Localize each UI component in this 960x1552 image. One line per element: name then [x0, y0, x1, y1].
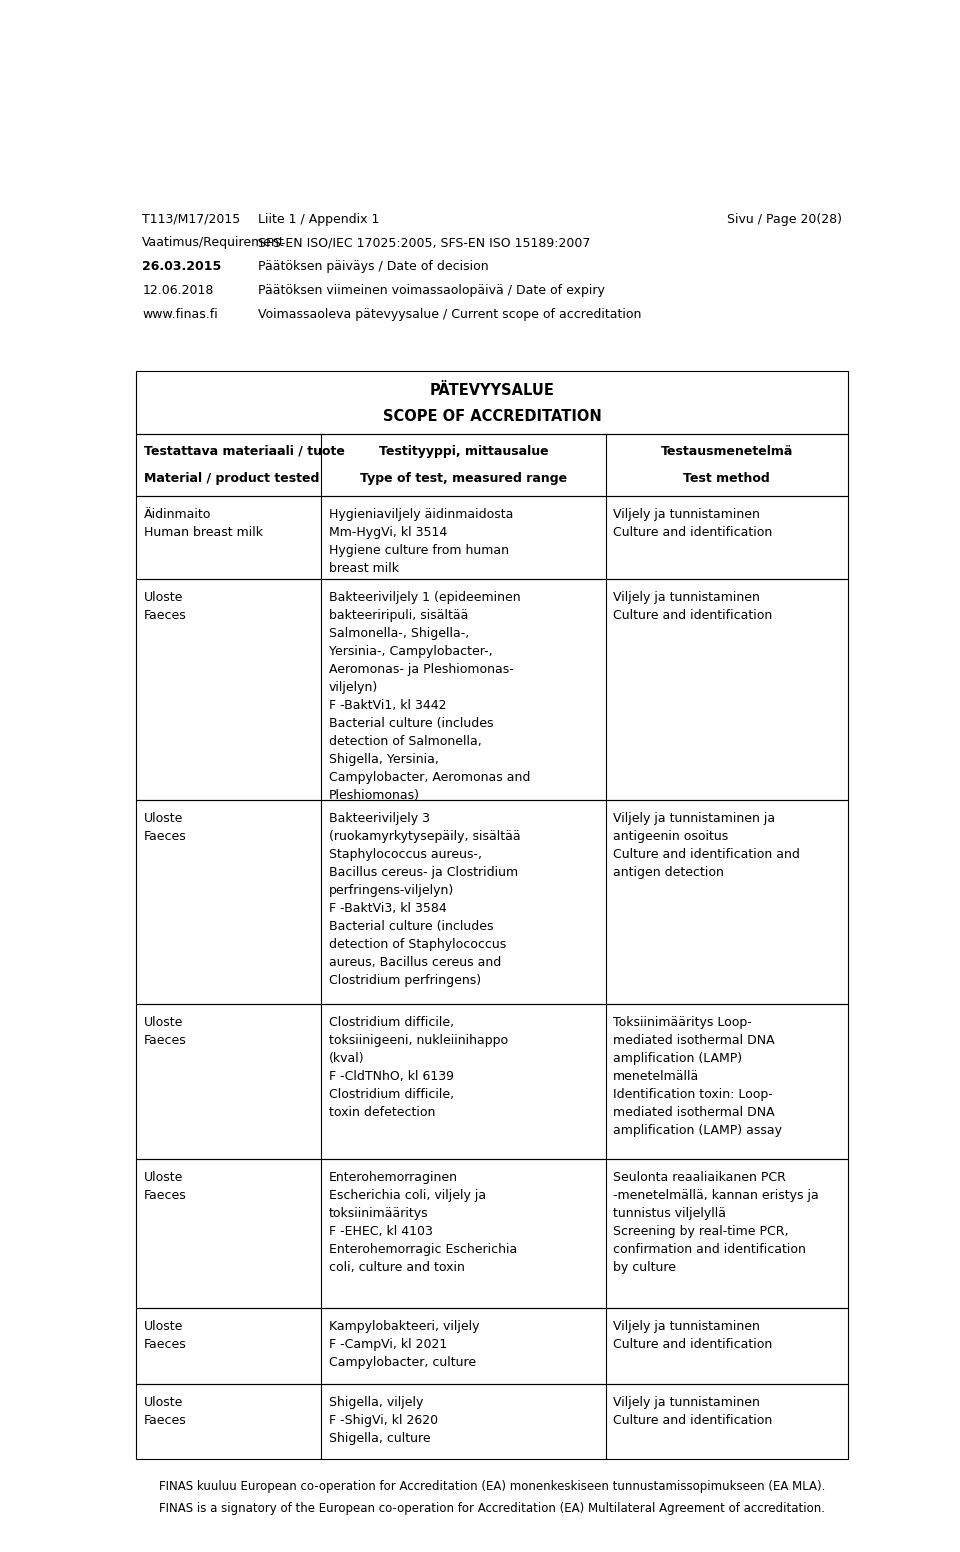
Bar — [136, 1159, 848, 1308]
Text: Voimassaoleva pätevyysalue / Current scope of accreditation: Voimassaoleva pätevyysalue / Current sco… — [257, 309, 641, 321]
Text: Toksiinimääritys Loop-
mediated isothermal DNA
amplification (LAMP)
menetelmällä: Toksiinimääritys Loop- mediated isotherm… — [613, 1015, 782, 1136]
Bar — [136, 1308, 848, 1384]
Text: Uloste
Faeces: Uloste Faeces — [144, 591, 186, 622]
Text: SFS-EN ISO/IEC 17025:2005, SFS-EN ISO 15189:2007: SFS-EN ISO/IEC 17025:2005, SFS-EN ISO 15… — [257, 236, 590, 250]
Text: Material / product tested: Material / product tested — [144, 472, 319, 484]
Text: Uloste
Faeces: Uloste Faeces — [144, 1395, 186, 1426]
Text: Uloste
Faeces: Uloste Faeces — [144, 812, 186, 843]
Text: Bakteeriviljely 1 (epideeminen
bakteeriripuli, sisältää
Salmonella-, Shigella-,
: Bakteeriviljely 1 (epideeminen bakteerir… — [328, 591, 530, 802]
Text: Sivu / Page 20(28): Sivu / Page 20(28) — [727, 213, 842, 225]
Text: Viljely ja tunnistaminen
Culture and identification: Viljely ja tunnistaminen Culture and ide… — [613, 1395, 773, 1426]
Text: Viljely ja tunnistaminen
Culture and identification: Viljely ja tunnistaminen Culture and ide… — [613, 508, 773, 539]
Text: SCOPE OF ACCREDITATION: SCOPE OF ACCREDITATION — [383, 408, 601, 424]
Text: Seulonta reaaliaikanen PCR
-menetelmällä, kannan eristys ja
tunnistus viljelyllä: Seulonta reaaliaikanen PCR -menetelmällä… — [613, 1170, 819, 1274]
Text: Viljely ja tunnistaminen
Culture and identification: Viljely ja tunnistaminen Culture and ide… — [613, 591, 773, 622]
Text: Päätöksen päiväys / Date of decision: Päätöksen päiväys / Date of decision — [257, 261, 489, 273]
Text: Testityyppi, mittausalue: Testityyppi, mittausalue — [379, 444, 548, 458]
Text: Shigella, viljely
F -ShigVi, kl 2620
Shigella, culture: Shigella, viljely F -ShigVi, kl 2620 Shi… — [328, 1395, 438, 1445]
Bar — [136, 801, 848, 1004]
Text: Viljely ja tunnistaminen
Culture and identification: Viljely ja tunnistaminen Culture and ide… — [613, 1321, 773, 1352]
Text: Bakteeriviljely 3
(ruokamyrkytysepäily, sisältää
Staphylococcus aureus-,
Bacillu: Bakteeriviljely 3 (ruokamyrkytysepäily, … — [328, 812, 520, 987]
Text: Clostridium difficile,
toksiinigeeni, nukleiinihappo
(kval)
F -CldTNhO, kl 6139
: Clostridium difficile, toksiinigeeni, nu… — [328, 1015, 508, 1119]
Bar — [136, 1384, 848, 1459]
Text: Kampylobakteeri, viljely
F -CampVi, kl 2021
Campylobacter, culture: Kampylobakteeri, viljely F -CampVi, kl 2… — [328, 1321, 479, 1369]
Text: Vaatimus/Requirement: Vaatimus/Requirement — [142, 236, 285, 250]
Text: Test method: Test method — [684, 472, 770, 484]
Text: Viljely ja tunnistaminen ja
antigeenin osoitus
Culture and identification and
an: Viljely ja tunnistaminen ja antigeenin o… — [613, 812, 800, 880]
Text: Enterohemorraginen
Escherichia coli, viljely ja
toksiinimääritys
F -EHEC, kl 410: Enterohemorraginen Escherichia coli, vil… — [328, 1170, 517, 1274]
Text: 26.03.2015: 26.03.2015 — [142, 261, 222, 273]
Text: Liite 1 / Appendix 1: Liite 1 / Appendix 1 — [257, 213, 379, 225]
Text: www.finas.fi: www.finas.fi — [142, 309, 218, 321]
Text: Testausmenetelmä: Testausmenetelmä — [660, 444, 793, 458]
Text: FINAS kuuluu European co-operation for Accreditation (EA) monenkeskiseen tunnust: FINAS kuuluu European co-operation for A… — [158, 1481, 826, 1493]
Text: Type of test, measured range: Type of test, measured range — [360, 472, 567, 484]
Text: Uloste
Faeces: Uloste Faeces — [144, 1015, 186, 1046]
Text: Uloste
Faeces: Uloste Faeces — [144, 1170, 186, 1201]
Text: 12.06.2018: 12.06.2018 — [142, 284, 214, 298]
Text: PÄTEVYYSALUE: PÄTEVYYSALUE — [429, 383, 555, 397]
Bar — [136, 1004, 848, 1159]
Bar — [136, 433, 848, 495]
Bar — [136, 371, 848, 433]
Text: Päätöksen viimeinen voimassaolopäivä / Date of expiry: Päätöksen viimeinen voimassaolopäivä / D… — [257, 284, 605, 298]
Text: T113/M17/2015: T113/M17/2015 — [142, 213, 241, 225]
Text: Uloste
Faeces: Uloste Faeces — [144, 1321, 186, 1352]
Text: Äidinmaito
Human breast milk: Äidinmaito Human breast milk — [144, 508, 263, 539]
Text: Testattava materiaali / tuote: Testattava materiaali / tuote — [144, 444, 345, 458]
Bar — [136, 579, 848, 801]
Text: FINAS is a signatory of the European co-operation for Accreditation (EA) Multila: FINAS is a signatory of the European co-… — [159, 1502, 825, 1515]
Bar — [136, 495, 848, 579]
Text: Hygieniaviljely äidinmaidosta
Mm-HygVi, kl 3514
Hygiene culture from human
breas: Hygieniaviljely äidinmaidosta Mm-HygVi, … — [328, 508, 513, 574]
